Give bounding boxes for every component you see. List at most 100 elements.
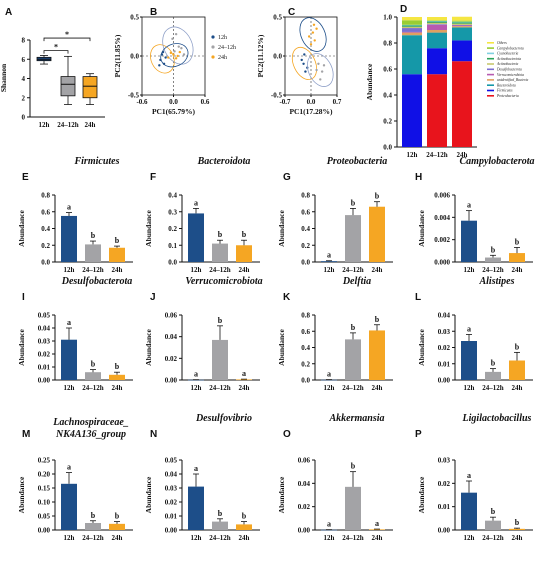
significance-letter: b [375, 192, 380, 201]
panel-label: G [283, 172, 291, 183]
x-tick-label: 24h [512, 266, 523, 274]
bar-24–12h [85, 523, 101, 530]
y-axis-label: Abundance [277, 476, 286, 513]
significance-letter: b [91, 511, 96, 520]
bar-24–12h [345, 215, 361, 262]
x-tick-label: 0.7 [333, 98, 342, 106]
x-tick-label: 24–12h [482, 534, 504, 542]
y-tick-label: 0.3 [168, 208, 177, 216]
stack-segment [402, 24, 422, 26]
x-tick-label: 24–12h [82, 534, 104, 542]
stack-segment [427, 22, 447, 25]
y-tick-label: 0.01 [438, 503, 451, 511]
confidence-ellipse [160, 43, 189, 68]
y-tick-label: 0.01 [38, 364, 51, 372]
x-tick-label: 24h [512, 534, 523, 542]
x-tick-label: 12h [464, 384, 475, 392]
y-tick-label: 0.6 [41, 208, 50, 216]
x-tick-label: 24–12h [82, 384, 104, 392]
y-tick-label: 0.0 [168, 259, 177, 267]
y-tick-label: 0.2 [301, 360, 310, 368]
y-tick-label: 0.0 [383, 144, 392, 152]
y-tick-label: 0.00 [438, 377, 451, 385]
bar-12h [461, 492, 477, 530]
y-tick-label: 0.000 [434, 259, 450, 267]
y-tick-label: 4 [22, 75, 26, 83]
legend-marker [211, 45, 215, 49]
confidence-ellipse [150, 44, 175, 74]
y-tick-label: 0 [22, 114, 26, 122]
x-tick-label: 24h [85, 121, 96, 129]
x-tick-label: 12h [39, 121, 50, 129]
panel-label: J [150, 292, 156, 303]
significance-star: * [65, 30, 69, 39]
bar-24–12h [212, 243, 228, 262]
y-tick-label: 0.8 [41, 192, 50, 200]
significance-letter: b [351, 323, 356, 332]
y-axis-label: Abundance [365, 63, 374, 100]
box-24–12h [60, 76, 76, 97]
x-tick-label: 24h [112, 266, 123, 274]
bar-12h [321, 529, 337, 531]
panel-label: C [288, 7, 295, 18]
x-axis-label: PC1(65.79%) [152, 107, 196, 116]
stack-segment [452, 16, 472, 21]
point-12h [303, 53, 306, 56]
point-12h [300, 58, 303, 62]
bar-24–12h [212, 339, 228, 380]
point-24–12h [180, 47, 183, 50]
panel-m: M Lachnospiraceae_NK4A136_group 0.00 0.05 0.… [17, 417, 133, 542]
y-axis-label: Abundance [144, 328, 153, 365]
point-12h [302, 62, 305, 65]
y-tick-label: 0.002 [434, 236, 450, 244]
x-tick-label: 12h [64, 534, 75, 542]
x-tick-label: -0.6 [136, 98, 148, 106]
significance-letter: a [327, 370, 331, 379]
y-tick-label: 0.02 [38, 351, 51, 359]
x-tick-label: 12h [64, 384, 75, 392]
y-tick-label: 0.05 [38, 513, 51, 521]
stack-segment [452, 61, 472, 148]
y-tick-label: 0.00 [298, 527, 311, 535]
bar-24–12h [485, 520, 501, 530]
y-tick-label: 0.2 [168, 225, 177, 233]
y-tick-label: 0.0 [130, 53, 139, 61]
x-tick-label: 12h [191, 534, 202, 542]
legend-swatch [487, 79, 494, 81]
y-axis-label: Abundance [144, 209, 153, 246]
point-24–12h [173, 50, 176, 53]
legend-swatch [487, 73, 494, 76]
x-tick-label: 24–12h [82, 266, 104, 274]
x-tick-label: 24–12h [482, 266, 504, 274]
panel-l: L Alistipes 0.00 0.01 0.02 0.03 0.04 Abundance a… [415, 276, 533, 392]
y-tick-label: 0.06 [165, 312, 178, 320]
significance-letter: b [115, 236, 120, 245]
stack-segment [427, 20, 447, 21]
x-axis-label: PC1(17.28%) [289, 107, 333, 116]
y-tick-label: 0.03 [438, 328, 451, 336]
x-tick-label: 24h [112, 534, 123, 542]
stack-segment [452, 26, 472, 28]
significance-letter: b [218, 230, 223, 239]
y-axis-label: Abundance [144, 476, 153, 513]
confidence-ellipse [162, 26, 194, 65]
x-tick-label: 24h [512, 384, 523, 392]
bar-24h [509, 253, 525, 262]
legend-label: 24h [218, 55, 227, 61]
confidence-ellipse [306, 53, 334, 87]
y-tick-label: 0.4 [168, 192, 177, 200]
legend-swatch [487, 84, 494, 86]
y-tick-label: 0.00 [165, 527, 178, 535]
significance-letter: a [194, 370, 198, 379]
stack-segment [452, 27, 472, 41]
significance-letter: b [242, 230, 247, 239]
y-tick-label: 0.0 [301, 377, 310, 385]
point-24h [176, 54, 179, 58]
y-tick-label: 0.5 [273, 14, 282, 22]
significance-letter: b [115, 512, 120, 521]
point-24h [313, 39, 316, 42]
stack-segment [427, 20, 447, 22]
x-tick-label: 24h [112, 384, 123, 392]
panel-e: E Firmicutes 0.0 0.2 0.4 0.6 0.8 Abundance a 12h b… [17, 156, 133, 274]
y-tick-label: 0.00 [38, 377, 51, 385]
